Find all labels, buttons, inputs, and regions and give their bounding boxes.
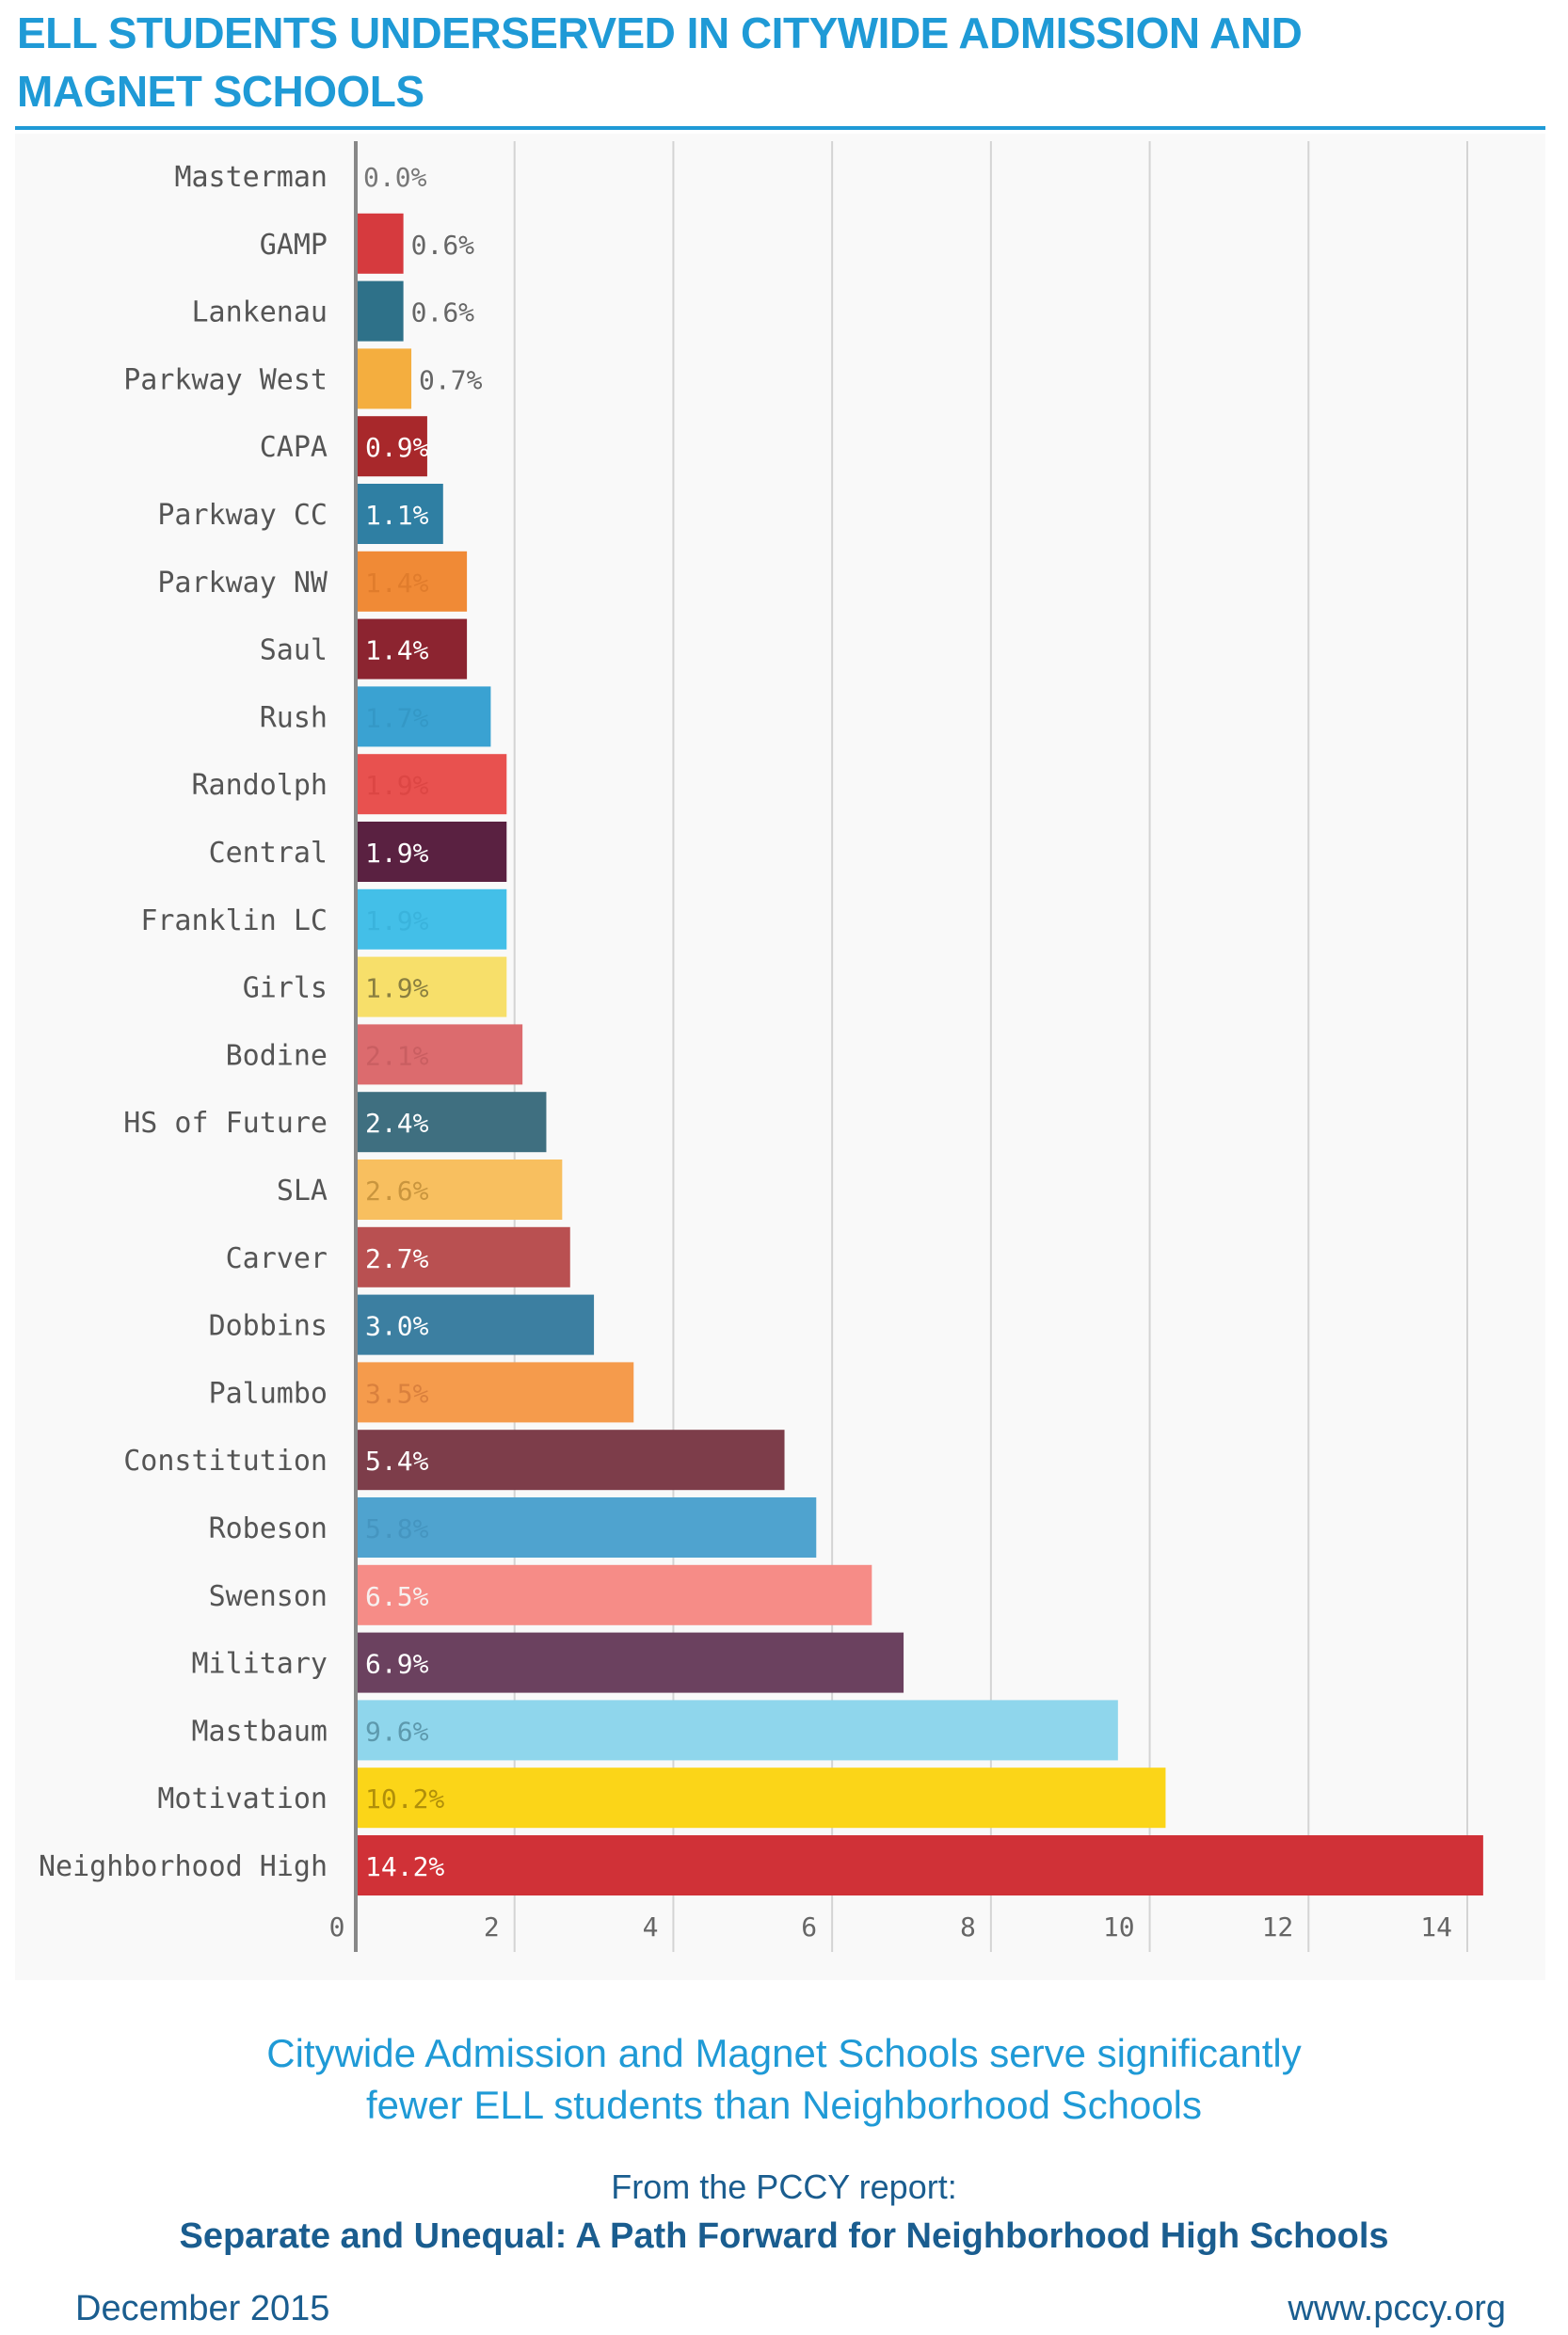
bar-parkway-cc	[356, 484, 443, 544]
report-title: Separate and Unequal: A Path Forward for…	[179, 2216, 1389, 2256]
value-label-central: 1.9%	[365, 838, 429, 869]
category-label-girls: Girls	[243, 972, 328, 1005]
value-label-capa: 0.9%	[365, 432, 429, 463]
x-tick-label-4: 4	[643, 1911, 659, 1943]
value-label-lankenau: 0.6%	[411, 297, 475, 328]
bar-neighborhood-high	[356, 1835, 1483, 1895]
value-label-palumbo: 3.5%	[365, 1378, 429, 1409]
bar-palumbo	[356, 1362, 634, 1423]
value-label-bodine: 2.1%	[365, 1040, 429, 1071]
bar-robeson	[356, 1497, 817, 1558]
category-label-sla: SLA	[277, 1175, 328, 1207]
category-label-military: Military	[192, 1648, 328, 1681]
caption-line-1: Citywide Admission and Magnet Schools se…	[266, 2031, 1302, 2075]
value-label-motivation: 10.2%	[365, 1783, 444, 1815]
category-label-dobbins: Dobbins	[209, 1310, 328, 1343]
category-label-randolph: Randolph	[192, 769, 328, 802]
x-tick-label-6: 6	[801, 1911, 817, 1943]
x-tick-label-12: 12	[1262, 1911, 1294, 1943]
value-label-constitution: 5.4%	[365, 1446, 429, 1477]
x-tick-label-2: 2	[484, 1911, 500, 1943]
bar-bodine	[356, 1024, 523, 1085]
value-label-saul: 1.4%	[365, 635, 429, 666]
category-label-motivation: Motivation	[157, 1783, 328, 1815]
value-label-rush: 1.7%	[365, 702, 429, 733]
bar-constitution	[356, 1430, 785, 1491]
bar-franklin-lc	[356, 888, 507, 950]
page-title-line-1: ELL STUDENTS UNDERSERVED IN CITYWIDE ADM…	[17, 8, 1303, 57]
website-link[interactable]: www.pccy.org	[1288, 2289, 1506, 2328]
category-label-lankenau: Lankenau	[192, 296, 328, 329]
bar-swenson	[356, 1564, 872, 1625]
category-label-neighborhood-high: Neighborhood High	[39, 1850, 328, 1883]
x-tick-label-10: 10	[1103, 1911, 1135, 1943]
value-label-sla: 2.6%	[365, 1175, 429, 1207]
category-label-capa: CAPA	[260, 431, 328, 464]
bar-military	[356, 1632, 904, 1693]
value-label-robeson: 5.8%	[365, 1513, 429, 1544]
value-label-mastbaum: 9.6%	[365, 1716, 429, 1747]
category-label-bodine: Bodine	[226, 1039, 328, 1072]
bar-dobbins	[356, 1294, 595, 1355]
category-label-franklin-lc: Franklin LC	[140, 904, 328, 937]
bar-carver	[356, 1226, 570, 1287]
page-title-line-2: MAGNET SCHOOLS	[17, 67, 424, 116]
category-label-saul: Saul	[260, 634, 328, 667]
category-label-rush: Rush	[260, 701, 328, 734]
category-label-parkway-cc: Parkway CC	[157, 499, 328, 532]
category-label-constitution: Constitution	[123, 1445, 328, 1478]
category-label-parkway-nw: Parkway NW	[157, 567, 328, 600]
bar-rush	[356, 686, 491, 747]
bar-mastbaum	[356, 1700, 1118, 1761]
value-label-dobbins: 3.0%	[365, 1311, 429, 1342]
category-label-robeson: Robeson	[209, 1512, 328, 1545]
value-label-gamp: 0.6%	[411, 230, 475, 261]
value-label-parkway-nw: 1.4%	[365, 568, 429, 599]
x-tick-label-8: 8	[960, 1911, 976, 1943]
bar-hs-of-future	[356, 1092, 547, 1153]
category-label-central: Central	[209, 837, 328, 870]
bar-chart: Masterman 0.0% GAMP 0.6% Lankenau 0.6% Parkway…	[39, 141, 1483, 1952]
category-label-swenson: Swenson	[209, 1580, 328, 1613]
value-label-parkway-cc: 1.1%	[365, 500, 429, 531]
bar-girls	[356, 956, 507, 1017]
bar-parkway-west	[356, 348, 412, 409]
bar-parkway-nw	[356, 551, 468, 612]
value-label-parkway-west: 0.7%	[419, 364, 483, 395]
bar-lankenau	[356, 280, 404, 342]
category-label-palumbo: Palumbo	[209, 1377, 328, 1410]
title-divider	[15, 126, 1545, 130]
publication-date: December 2015	[75, 2289, 330, 2328]
category-label-masterman: Masterman	[174, 161, 328, 194]
source-intro: From the PCCY report:	[611, 2167, 957, 2206]
value-label-girls: 1.9%	[365, 973, 429, 1004]
bar-capa	[356, 416, 427, 477]
category-label-carver: Carver	[226, 1242, 328, 1275]
chart-panel: Masterman 0.0% GAMP 0.6% Lankenau 0.6% Parkway…	[15, 134, 1545, 1980]
bar-saul	[356, 618, 468, 680]
category-label-hs-of-future: HS of Future	[123, 1107, 328, 1140]
bar-central	[356, 822, 507, 882]
bar-sla	[356, 1160, 563, 1220]
category-label-mastbaum: Mastbaum	[192, 1715, 328, 1748]
value-label-military: 6.9%	[365, 1649, 429, 1680]
page-title: ELL STUDENTS UNDERSERVED IN CITYWIDE ADM…	[17, 4, 1523, 120]
bar-gamp	[356, 213, 404, 274]
caption-line-2: fewer ELL students than Neighborhood Sch…	[365, 2083, 1203, 2127]
bar-motivation	[356, 1767, 1166, 1829]
x-tick-label-14: 14	[1420, 1911, 1452, 1943]
category-label-parkway-west: Parkway West	[123, 363, 328, 396]
value-label-swenson: 6.5%	[365, 1581, 429, 1612]
value-label-carver: 2.7%	[365, 1243, 429, 1274]
value-label-neighborhood-high: 14.2%	[365, 1851, 444, 1882]
x-tick-label-0: 0	[329, 1911, 345, 1943]
value-label-randolph: 1.9%	[365, 770, 429, 801]
bar-randolph	[356, 754, 507, 815]
value-label-hs-of-future: 2.4%	[365, 1108, 429, 1139]
value-label-franklin-lc: 1.9%	[365, 905, 429, 936]
category-label-gamp: GAMP	[260, 229, 328, 262]
value-label-masterman: 0.0%	[363, 162, 427, 193]
